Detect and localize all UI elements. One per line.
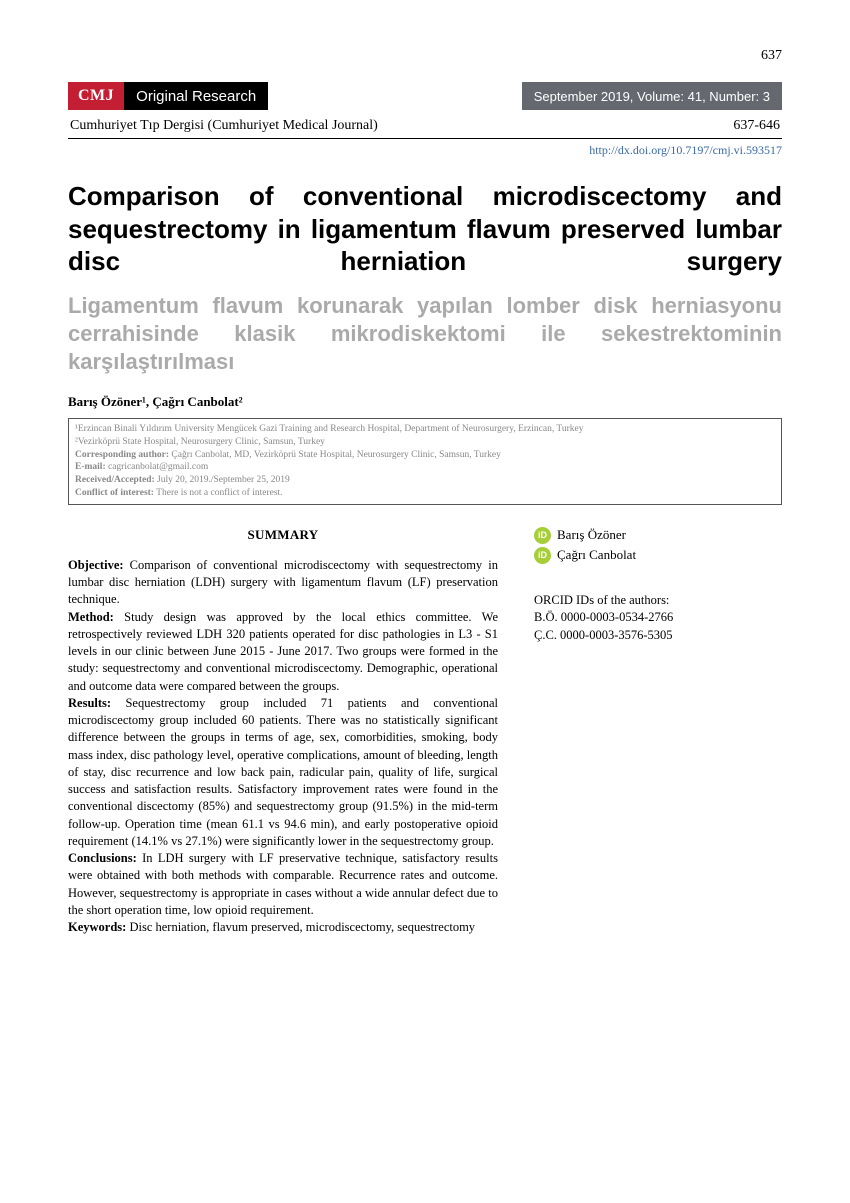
orcid-heading: ORCID IDs of the authors: xyxy=(534,592,782,610)
sidebar-column: Barış Özöner Çağrı Canbolat ORCID IDs of… xyxy=(534,527,782,937)
orcid-id-1: B.Ö. 0000-0003-0534-2766 xyxy=(534,609,782,627)
page-range: 637-646 xyxy=(733,118,780,134)
corresponding-value: Çağrı Canbolat, MD, Vezirköprü State Hos… xyxy=(169,450,501,460)
summary-column: SUMMARY Objective: Comparison of convent… xyxy=(68,527,498,937)
email-row: E-mail: cagricanbolat@gmail.com xyxy=(75,461,775,474)
method-text: Study design was approved by the local e… xyxy=(68,610,498,693)
affiliations-box: ¹Erzincan Binali Yıldırım University Men… xyxy=(68,418,782,505)
content-columns: SUMMARY Objective: Comparison of convent… xyxy=(68,527,782,937)
conclusions-label: Conclusions: xyxy=(68,851,137,865)
summary-keywords: Keywords: Disc herniation, flavum preser… xyxy=(68,919,498,936)
summary-method: Method: Study design was approved by the… xyxy=(68,609,498,695)
email-label: E-mail: xyxy=(75,462,106,472)
coi-value: There is not a conflict of interest. xyxy=(154,488,283,498)
method-label: Method: xyxy=(68,610,114,624)
journal-abbrev-badge: CMJ xyxy=(68,82,124,110)
orcid-id-2: Ç.C. 0000-0003-3576-5305 xyxy=(534,627,782,645)
page-number: 637 xyxy=(68,48,782,64)
article-title-turkish: Ligamentum flavum korunarak yapılan lomb… xyxy=(68,292,782,376)
page-container: 637 CMJ Original Research September 2019… xyxy=(0,0,850,984)
keywords-label: Keywords: xyxy=(68,920,126,934)
coi-row: Conflict of interest: There is not a con… xyxy=(75,487,775,500)
received-row: Received/Accepted: July 20, 2019./Septem… xyxy=(75,474,775,487)
authors-line: Barış Özöner¹, Çağrı Canbolat² xyxy=(68,394,782,410)
corresponding-author: Corresponding author: Çağrı Canbolat, MD… xyxy=(75,449,775,462)
summary-body: Objective: Comparison of conventional mi… xyxy=(68,557,498,937)
journal-row: Cumhuriyet Tıp Dergisi (Cumhuriyet Medic… xyxy=(68,116,782,139)
summary-objective: Objective: Comparison of conventional mi… xyxy=(68,557,498,609)
journal-full-name: Cumhuriyet Tıp Dergisi (Cumhuriyet Medic… xyxy=(70,118,378,134)
received-label: Received/Accepted: xyxy=(75,475,155,485)
orcid-author-2[interactable]: Çağrı Canbolat xyxy=(534,547,782,564)
issue-info: September 2019, Volume: 41, Number: 3 xyxy=(522,82,782,110)
orcid-icon xyxy=(534,527,551,544)
objective-label: Objective: xyxy=(68,558,124,572)
email-value: cagricanbolat@gmail.com xyxy=(106,462,209,472)
summary-results: Results: Sequestrectomy group included 7… xyxy=(68,695,498,850)
orcid-author-1-name: Barış Özöner xyxy=(557,527,626,543)
keywords-text: Disc herniation, flavum preserved, micro… xyxy=(126,920,475,934)
doi-link[interactable]: http://dx.doi.org/10.7197/cmj.vi.593517 xyxy=(68,143,782,158)
affiliation-1: ¹Erzincan Binali Yıldırım University Men… xyxy=(75,423,775,436)
received-value: July 20, 2019./September 25, 2019 xyxy=(155,475,290,485)
article-title-english: Comparison of conventional microdiscecto… xyxy=(68,180,782,278)
affiliation-2: ²Vezirköprü State Hospital, Neurosurgery… xyxy=(75,436,775,449)
header-spacer xyxy=(268,82,521,110)
orcid-ids-block: ORCID IDs of the authors: B.Ö. 0000-0003… xyxy=(534,592,782,645)
article-section-badge: Original Research xyxy=(124,82,268,110)
results-label: Results: xyxy=(68,696,111,710)
orcid-author-1[interactable]: Barış Özöner xyxy=(534,527,782,544)
summary-conclusions: Conclusions: In LDH surgery with LF pres… xyxy=(68,850,498,919)
results-text: Sequestrectomy group included 71 patient… xyxy=(68,696,498,848)
corresponding-label: Corresponding author: xyxy=(75,450,169,460)
orcid-icon xyxy=(534,547,551,564)
coi-label: Conflict of interest: xyxy=(75,488,154,498)
orcid-author-2-name: Çağrı Canbolat xyxy=(557,547,636,563)
summary-heading: SUMMARY xyxy=(68,527,498,543)
header-bar: CMJ Original Research September 2019, Vo… xyxy=(68,82,782,110)
objective-text: Comparison of conventional microdiscecto… xyxy=(68,558,498,607)
